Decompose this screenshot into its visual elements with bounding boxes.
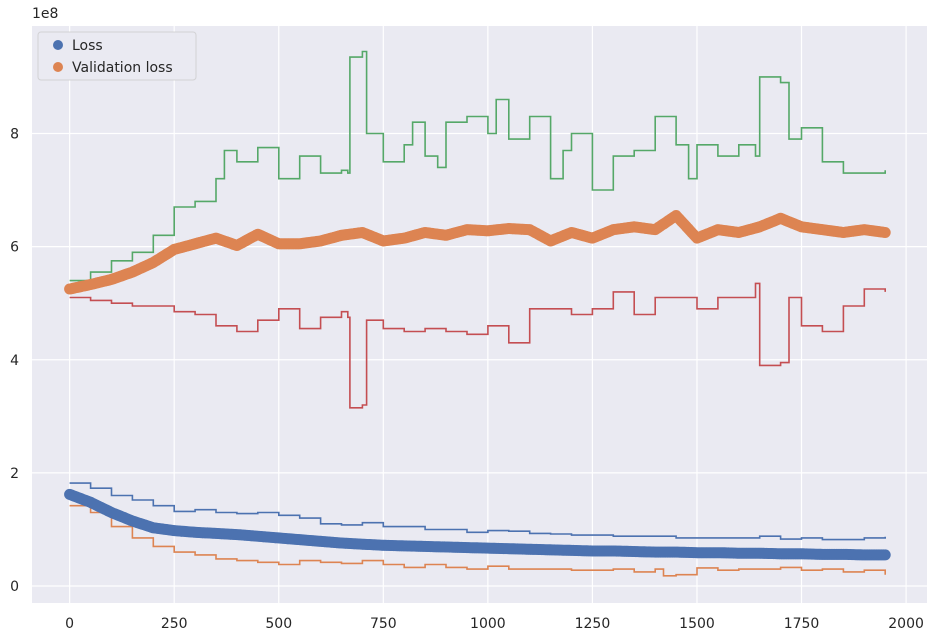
y-tick-label: 8 (10, 126, 19, 142)
legend-label-validation-loss: Validation loss (72, 60, 173, 76)
x-tick-label: 2000 (888, 616, 924, 632)
y-tick-label: 0 (10, 579, 19, 595)
series-line-red (69, 282, 886, 409)
legend: Loss Validation loss (37, 31, 197, 81)
legend-marker-validation-loss (53, 62, 63, 72)
x-tick-label: 750 (370, 616, 397, 632)
x-axis-ticks: 0 250 500 750 1000 1250 1500 1750 2000 (65, 616, 924, 632)
x-tick-label: 1000 (470, 616, 506, 632)
y-axis-ticks: 0 2 4 6 8 (10, 126, 19, 595)
legend-marker-loss (53, 40, 63, 50)
y-tick-label: 6 (10, 240, 19, 256)
plot-background (32, 26, 927, 603)
x-tick-label: 1500 (679, 616, 715, 632)
series-points (64, 210, 891, 561)
series-lines (69, 50, 886, 577)
loss-point (879, 549, 891, 561)
x-tick-label: 1250 (575, 616, 611, 632)
y-axis-offset-label: 1e8 (32, 6, 58, 22)
y-tick-label: 2 (10, 466, 19, 482)
validation-loss-point (879, 227, 891, 238)
x-tick-label: 1750 (784, 616, 820, 632)
series-line-green (69, 50, 886, 282)
legend-label-loss: Loss (72, 38, 103, 54)
x-tick-label: 250 (161, 616, 188, 632)
x-tick-label: 0 (65, 616, 74, 632)
x-tick-label: 500 (265, 616, 292, 632)
legend-box (37, 31, 197, 81)
series-line-orange (69, 504, 886, 577)
y-tick-label: 4 (10, 353, 19, 369)
series-line-blue (69, 482, 886, 541)
